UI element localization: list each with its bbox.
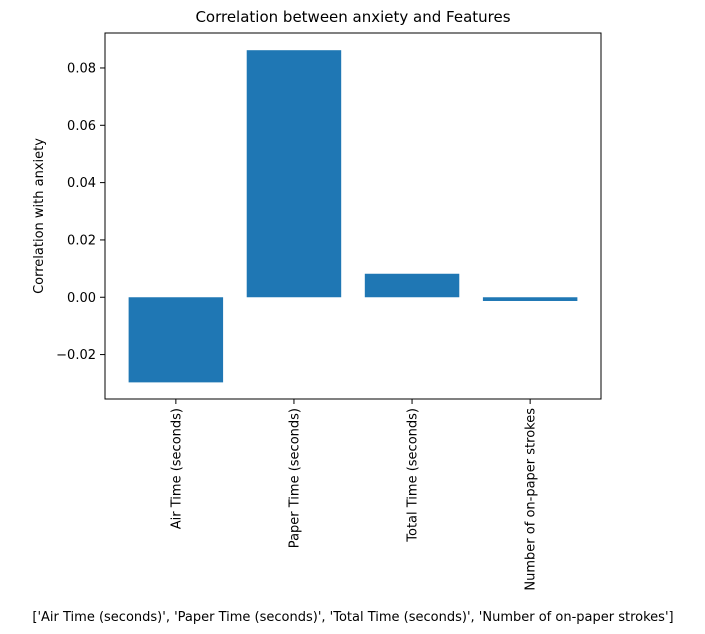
x-tick-label-0: Air Time (seconds): [169, 408, 184, 529]
x-tick-label-1: Paper Time (seconds): [287, 408, 302, 548]
bar-1: [246, 50, 342, 298]
bar-0: [128, 297, 224, 383]
y-tick-label-3: 0.04: [67, 176, 96, 191]
plot-frame: [104, 32, 602, 400]
chart-title: Correlation between anxiety and Features: [195, 8, 510, 26]
bar-3: [482, 297, 578, 301]
y-tick-label-4: 0.06: [67, 119, 96, 134]
bars-group: [128, 50, 578, 383]
y-tick-label-1: 0.00: [67, 291, 96, 306]
y-tick-label-2: 0.02: [67, 233, 96, 248]
x-axis-ticks: Air Time (seconds) Paper Time (seconds) To…: [169, 399, 539, 591]
plot-area: [104, 32, 602, 400]
y-tick-label-0: −0.02: [56, 348, 96, 363]
bar-2: [364, 273, 460, 298]
x-tick-label-3: Number of on-paper strokes: [524, 408, 539, 591]
x-tick-label-2: Total Time (seconds): [406, 408, 421, 543]
y-axis-label: Correlation with anxiety: [32, 138, 47, 294]
y-tick-label-5: 0.08: [67, 61, 96, 76]
x-axis-label: ['Air Time (seconds)', 'Paper Time (seco…: [32, 610, 673, 625]
y-axis-ticks: −0.02 0.00 0.02 0.04 0.06 0.08: [56, 61, 105, 363]
